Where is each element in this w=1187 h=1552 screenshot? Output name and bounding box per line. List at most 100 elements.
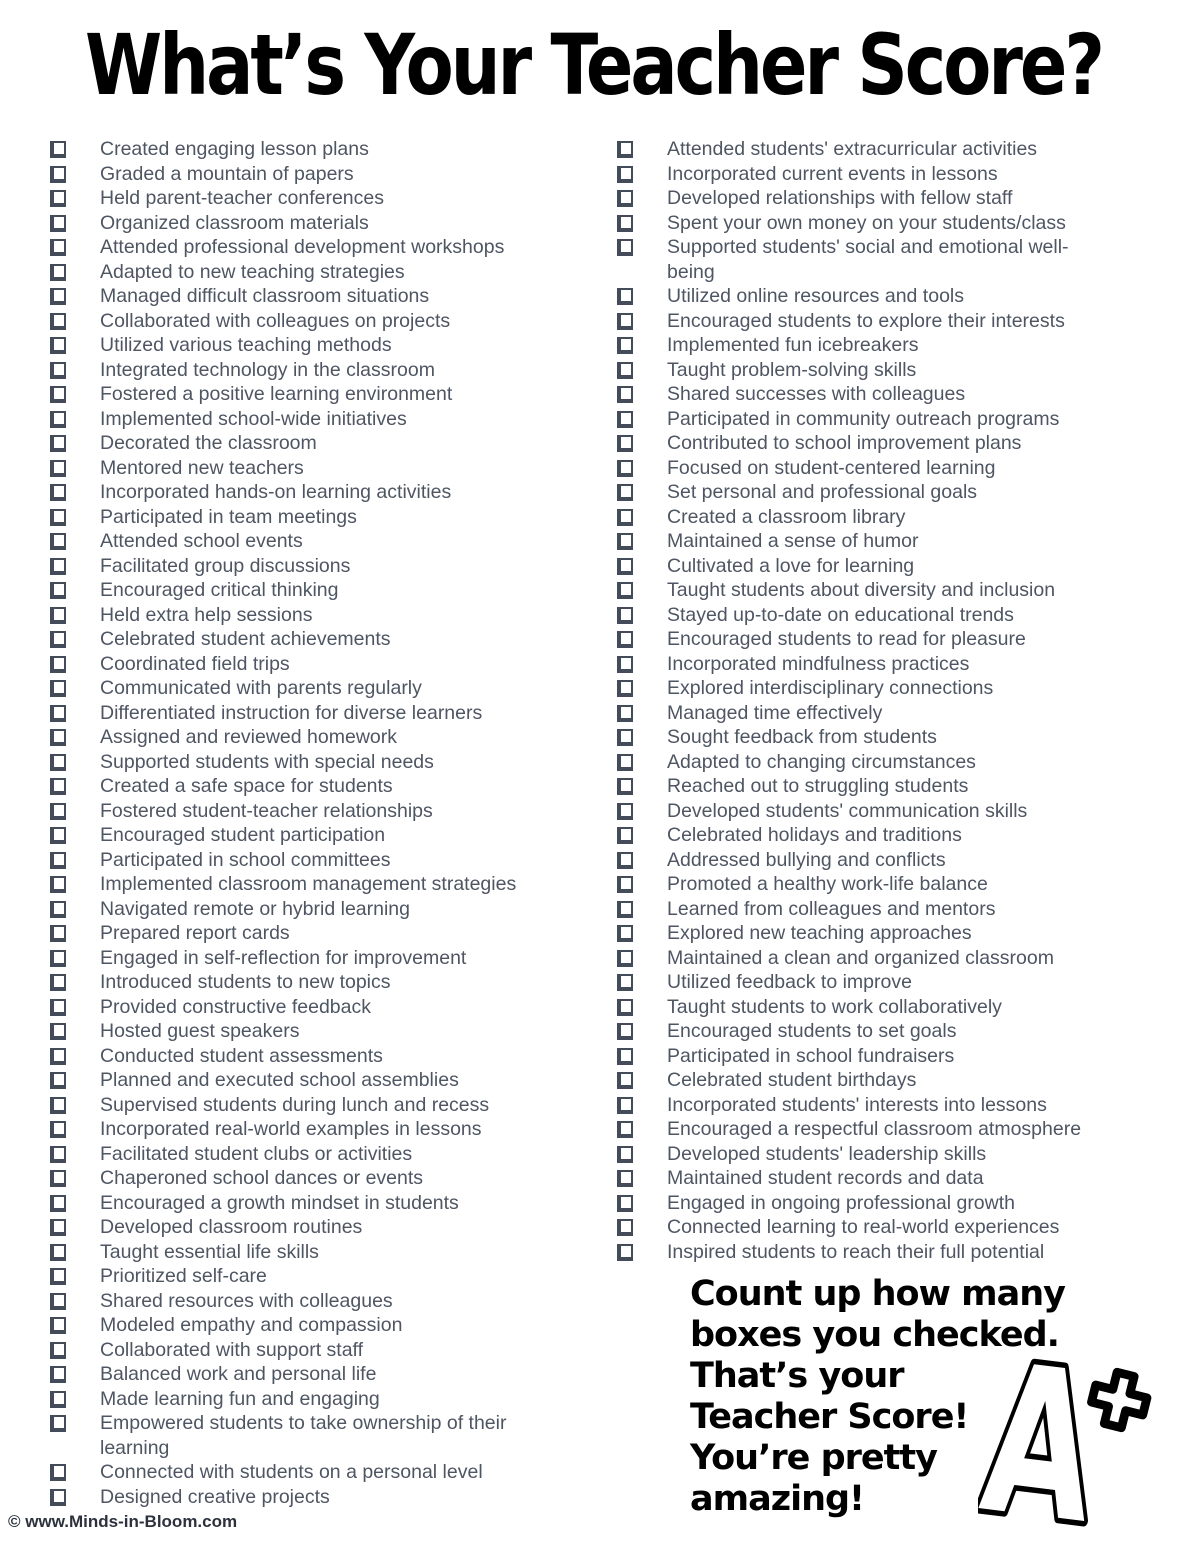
checkbox-icon[interactable]	[50, 1366, 66, 1383]
checkbox-icon[interactable]	[617, 190, 633, 207]
checkbox-icon[interactable]	[617, 802, 633, 820]
checkbox-icon[interactable]	[50, 288, 66, 305]
checkbox-icon[interactable]	[617, 361, 633, 379]
checkbox-icon[interactable]	[617, 704, 633, 722]
checkbox-icon[interactable]	[50, 361, 66, 379]
checkbox-icon[interactable]	[617, 1145, 633, 1163]
checkbox-icon[interactable]	[617, 141, 633, 158]
checkbox-icon[interactable]	[50, 606, 66, 624]
checkbox-icon[interactable]	[50, 1047, 66, 1065]
checkbox-icon[interactable]	[617, 631, 633, 648]
checkbox-icon[interactable]	[617, 998, 633, 1016]
checkbox-icon[interactable]	[617, 508, 633, 526]
checkbox-icon[interactable]	[50, 459, 66, 477]
checkbox-icon[interactable]	[50, 704, 66, 722]
checkbox-icon[interactable]	[50, 1096, 66, 1114]
checkbox-icon[interactable]	[50, 974, 66, 991]
checkbox-icon[interactable]	[50, 900, 66, 918]
checkbox-icon[interactable]	[617, 851, 633, 869]
checkbox-icon[interactable]	[617, 925, 633, 942]
checkbox-icon[interactable]	[50, 410, 66, 428]
checkbox-icon[interactable]	[617, 949, 633, 967]
checkbox-icon[interactable]	[50, 753, 66, 771]
checkbox-icon[interactable]	[50, 876, 66, 893]
checkbox-icon[interactable]	[617, 533, 633, 550]
checkbox-icon[interactable]	[617, 1219, 633, 1236]
checkbox-icon[interactable]	[617, 876, 633, 893]
checkbox-icon[interactable]	[617, 827, 633, 844]
checkbox-icon[interactable]	[50, 337, 66, 354]
checkbox-icon[interactable]	[617, 484, 633, 501]
checkbox-icon[interactable]	[50, 165, 66, 183]
checkbox-icon[interactable]	[617, 582, 633, 599]
checkbox-icon[interactable]	[617, 1023, 633, 1040]
checkbox-icon[interactable]	[50, 1268, 66, 1285]
checkbox-icon[interactable]	[617, 1047, 633, 1065]
checkbox-icon[interactable]	[50, 631, 66, 648]
checkbox-icon[interactable]	[617, 312, 633, 330]
checkbox-icon[interactable]	[617, 288, 633, 305]
checkbox-icon[interactable]	[50, 1292, 66, 1310]
checkbox-icon[interactable]	[50, 1341, 66, 1359]
checkbox-icon[interactable]	[617, 729, 633, 746]
checkbox-icon[interactable]	[50, 435, 66, 452]
checkbox-icon[interactable]	[50, 680, 66, 697]
checkbox-icon[interactable]	[50, 998, 66, 1016]
checkbox-icon[interactable]	[50, 263, 66, 281]
checkbox-icon[interactable]	[50, 655, 66, 673]
checkbox-icon[interactable]	[50, 1317, 66, 1334]
checkbox-icon[interactable]	[617, 214, 633, 232]
checkbox-icon[interactable]	[50, 1390, 66, 1408]
checkbox-icon[interactable]	[50, 949, 66, 967]
checkbox-icon[interactable]	[50, 533, 66, 550]
checkbox-icon[interactable]	[617, 606, 633, 624]
checkbox-icon[interactable]	[50, 851, 66, 869]
checkbox-icon[interactable]	[617, 239, 633, 256]
checkbox-icon[interactable]	[50, 141, 66, 158]
checkbox-icon[interactable]	[617, 435, 633, 452]
checkbox-icon[interactable]	[50, 827, 66, 844]
checkbox-icon[interactable]	[617, 386, 633, 403]
checkbox-icon[interactable]	[50, 1145, 66, 1163]
checkbox-icon[interactable]	[50, 1488, 66, 1506]
checkbox-icon[interactable]	[50, 1170, 66, 1187]
checkbox-icon[interactable]	[50, 925, 66, 942]
checkbox-icon[interactable]	[50, 386, 66, 403]
checkbox-icon[interactable]	[617, 655, 633, 673]
checkbox-icon[interactable]	[617, 1096, 633, 1114]
checkbox-icon[interactable]	[50, 582, 66, 599]
checkbox-icon[interactable]	[617, 459, 633, 477]
checkbox-icon[interactable]	[50, 778, 66, 795]
checkbox-icon[interactable]	[617, 1121, 633, 1138]
checkbox-icon[interactable]	[50, 729, 66, 746]
checkbox-icon[interactable]	[617, 410, 633, 428]
checkbox-icon[interactable]	[617, 900, 633, 918]
checkbox-icon[interactable]	[50, 239, 66, 256]
checkbox-icon[interactable]	[50, 1219, 66, 1236]
checkbox-icon[interactable]	[617, 557, 633, 575]
checkbox-icon[interactable]	[50, 190, 66, 207]
checkbox-icon[interactable]	[50, 214, 66, 232]
checkbox-icon[interactable]	[617, 680, 633, 697]
checkbox-icon[interactable]	[50, 557, 66, 575]
checkbox-icon[interactable]	[50, 1023, 66, 1040]
checkbox-icon[interactable]	[50, 1243, 66, 1261]
checkbox-icon[interactable]	[50, 1415, 66, 1432]
checkbox-icon[interactable]	[50, 508, 66, 526]
checkbox-icon[interactable]	[617, 778, 633, 795]
checkbox-icon[interactable]	[50, 1121, 66, 1138]
checkbox-icon[interactable]	[617, 1243, 633, 1261]
checkbox-icon[interactable]	[617, 1194, 633, 1212]
checkbox-icon[interactable]	[617, 337, 633, 354]
checkbox-icon[interactable]	[617, 1072, 633, 1089]
checkbox-icon[interactable]	[50, 802, 66, 820]
checkbox-icon[interactable]	[50, 1464, 66, 1481]
checkbox-icon[interactable]	[617, 753, 633, 771]
checkbox-icon[interactable]	[50, 1194, 66, 1212]
checkbox-icon[interactable]	[617, 974, 633, 991]
checkbox-icon[interactable]	[50, 312, 66, 330]
checkbox-icon[interactable]	[617, 165, 633, 183]
checkbox-icon[interactable]	[50, 484, 66, 501]
checkbox-icon[interactable]	[617, 1170, 633, 1187]
checkbox-icon[interactable]	[50, 1072, 66, 1089]
